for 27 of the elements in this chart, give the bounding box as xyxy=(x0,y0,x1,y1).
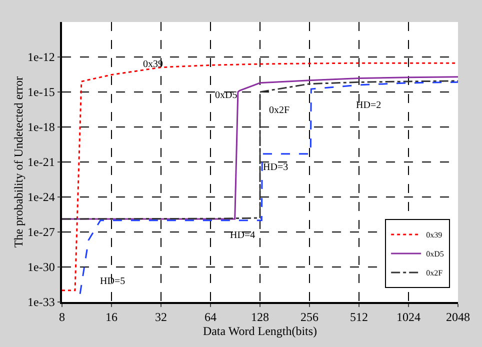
x-tick-label: 64 xyxy=(204,310,216,324)
legend-label: 0x39 xyxy=(426,230,442,240)
annotation: HD=5 xyxy=(100,276,126,287)
annotation: HD=2 xyxy=(356,100,382,111)
annotation: 0x2F xyxy=(269,105,290,116)
x-tick-label: 8 xyxy=(59,310,65,324)
y-tick-label: 1e-33 xyxy=(28,295,55,310)
y-tick-label: 1e-12 xyxy=(28,50,55,64)
y-tick-label: 1e-24 xyxy=(28,190,55,204)
y-tick-label: 1e-18 xyxy=(28,120,55,134)
x-tick-label: 32 xyxy=(155,310,167,324)
x-axis-title: Data Word Length(bits) xyxy=(202,324,318,338)
x-tick-label: 512 xyxy=(350,310,368,324)
y-tick-label: 1e-30 xyxy=(28,260,55,274)
y-tick-label: 1e-15 xyxy=(28,85,55,100)
x-tick-label: 256 xyxy=(300,310,318,324)
x-tick-label: 16 xyxy=(106,310,118,324)
x-tick-label: 2048 xyxy=(446,310,470,324)
x-tick-label: 1024 xyxy=(396,310,420,324)
annotation: HD=3 xyxy=(263,162,288,173)
y-tick-label: 1e-27 xyxy=(28,225,55,240)
legend-label: 0x2F xyxy=(426,268,444,278)
legend-label: 0xD5 xyxy=(426,250,444,259)
y-axis-title: The probability of Undetected error xyxy=(11,76,26,248)
x-tick-label: 128 xyxy=(251,310,269,324)
y-tick-label: 1e-21 xyxy=(28,155,55,170)
annotation: HD=4 xyxy=(230,230,256,241)
